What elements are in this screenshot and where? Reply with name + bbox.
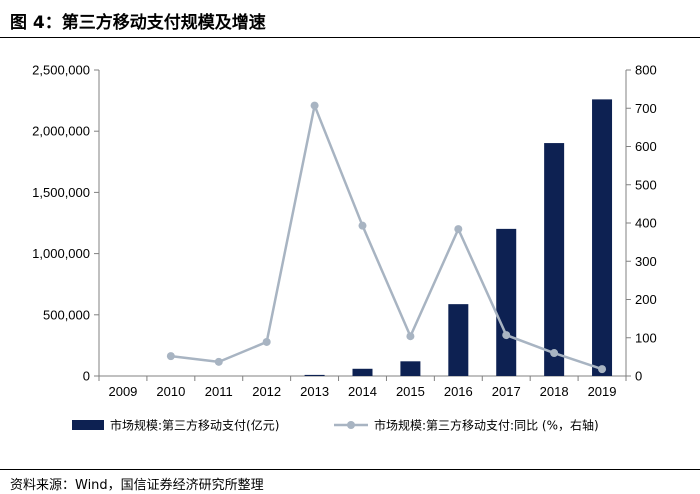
x-tick-label: 2018 xyxy=(540,384,569,399)
legend: 市场规模:第三方移动支付(亿元) 市场规模:第三方移动支付:同比 (%，右轴) xyxy=(72,418,599,433)
y-right-tick-label: 200 xyxy=(635,292,657,307)
y-left-tick-label: 1,500,000 xyxy=(32,185,90,200)
legend-bar-swatch xyxy=(72,420,104,430)
y-left-tick-label: 500,000 xyxy=(43,307,90,322)
growth-point xyxy=(550,349,559,358)
growth-point xyxy=(406,332,415,341)
growth-point xyxy=(166,352,175,361)
x-tick-label: 2019 xyxy=(588,384,617,399)
y-right-tick-label: 0 xyxy=(635,369,642,384)
y-right-tick-label: 100 xyxy=(635,330,657,345)
source-note: 资料来源：Wind，国信证券经济研究所整理 xyxy=(10,478,264,493)
growth-point xyxy=(310,101,319,110)
bar xyxy=(544,143,565,376)
y-right-tick-label: 600 xyxy=(635,139,657,154)
legend-line-marker xyxy=(347,421,355,429)
line-series xyxy=(166,101,607,374)
top-rule xyxy=(0,37,700,38)
y-right-tick-label: 500 xyxy=(635,177,657,192)
bar xyxy=(496,228,517,376)
y-left-tick-label: 1,000,000 xyxy=(32,246,90,261)
y-right-tick-label: 700 xyxy=(635,101,657,116)
legend-bar-label: 市场规模:第三方移动支付(亿元) xyxy=(110,418,279,433)
x-tick-label: 2009 xyxy=(108,384,137,399)
y-right-tick-label: 800 xyxy=(635,63,657,78)
growth-point xyxy=(598,365,607,374)
bar xyxy=(592,99,613,376)
bar xyxy=(304,374,325,376)
x-tick-label: 2012 xyxy=(252,384,281,399)
x-tick-label: 2010 xyxy=(156,384,185,399)
y-left-tick-label: 2,000,000 xyxy=(32,124,90,139)
bar-series xyxy=(304,99,613,376)
x-tick-label: 2014 xyxy=(348,384,377,399)
bar xyxy=(352,368,373,376)
legend-line-label: 市场规模:第三方移动支付:同比 (%，右轴) xyxy=(374,418,599,433)
growth-point xyxy=(262,337,271,346)
growth-point xyxy=(502,331,511,340)
y-right-tick-label: 300 xyxy=(635,254,657,269)
y-right-tick-label: 400 xyxy=(635,216,657,231)
bottom-rule xyxy=(0,469,700,470)
x-tick-label: 2017 xyxy=(492,384,521,399)
tick-labels: 0 500,000 1,000,000 1,500,000 2,000,000 2,500… xyxy=(32,63,657,400)
growth-point xyxy=(358,221,367,230)
y-left-tick-label: 0 xyxy=(83,369,90,384)
bar xyxy=(400,361,421,376)
figure-title: 图 4：第三方移动支付规模及增速 xyxy=(10,13,266,33)
growth-line xyxy=(170,104,603,371)
growth-point xyxy=(454,225,463,234)
growth-point xyxy=(214,357,223,366)
x-tick-label: 2016 xyxy=(444,384,473,399)
y-left-tick-label: 2,500,000 xyxy=(32,63,90,78)
x-tick-label: 2011 xyxy=(205,384,233,399)
bar xyxy=(448,304,469,376)
x-tick-label: 2015 xyxy=(396,384,425,399)
x-tick-label: 2013 xyxy=(300,384,329,399)
